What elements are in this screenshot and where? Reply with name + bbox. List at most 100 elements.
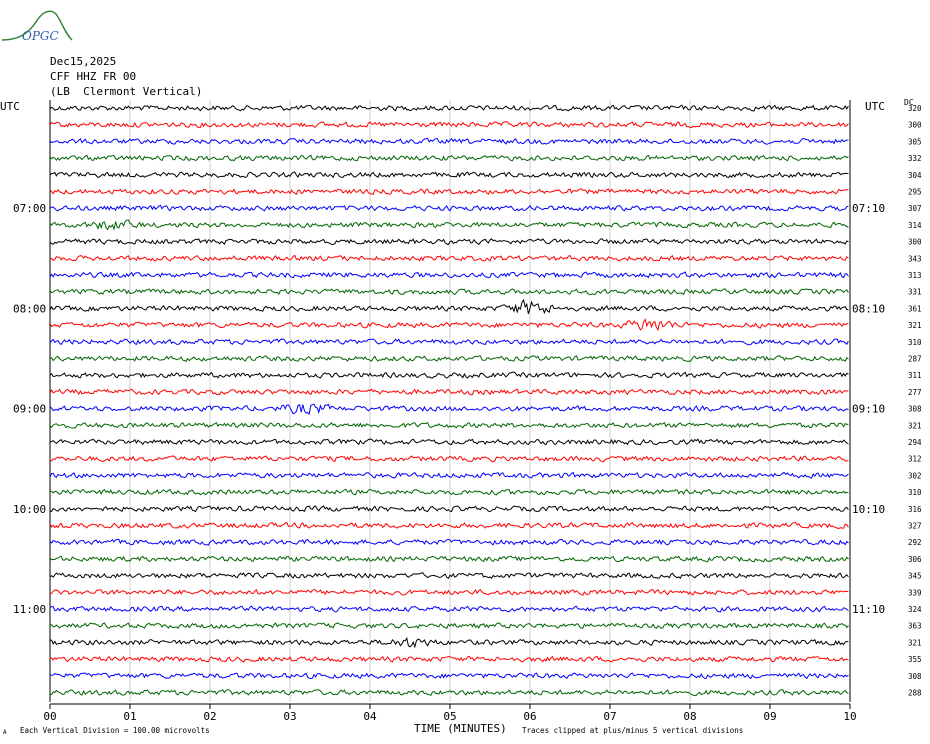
dc-offset-label: 327 [908,522,922,531]
dc-offset-label: 300 [908,238,922,247]
dc-offset-label: 332 [908,154,922,163]
x-tick-label: 05 [443,710,456,723]
x-axis-title: TIME (MINUTES) [414,722,507,735]
trace-row-1 [49,121,849,129]
hour-label-right: 09:10 [852,403,885,416]
hour-label-right: 08:10 [852,302,885,315]
corner-mark: A [3,729,7,736]
x-tick-label: 09 [763,710,776,723]
scale-note: Each Vertical Division = 100.00 microvol… [20,726,210,735]
x-tick-label: 01 [123,710,136,723]
dc-offset-label: 302 [908,471,922,480]
dc-offset-label: 304 [908,171,922,180]
x-tick-label: 07 [603,710,616,723]
dc-offset-label: 310 [908,338,922,347]
dc-offset-label: 312 [908,455,922,464]
trace-row-26 [49,538,849,546]
dc-offset-label: 345 [908,572,922,581]
dc-offset-label: 311 [908,371,922,380]
dc-offset-label: 331 [908,288,922,297]
dc-offset-label: 307 [908,204,922,213]
dc-offset-label: 321 [908,321,922,330]
dc-offset-label: 343 [908,254,922,263]
x-tick-label: 02 [203,710,216,723]
date-label: Dec15,2025 [50,55,117,68]
dc-offset-label: 321 [908,638,922,647]
trace-row-6 [49,204,849,212]
hour-label-left: 11:00 [13,603,46,616]
trace-row-34 [49,672,849,680]
dc-offset-label: 314 [908,221,922,230]
trace-row-18 [49,403,849,415]
x-tick-label: 04 [363,710,377,723]
dc-offset-label: 313 [908,271,922,280]
trace-row-16 [49,371,849,379]
trace-row-25 [49,521,849,530]
dc-offset-label: 308 [908,672,922,681]
trace-row-20 [49,438,849,446]
trace-row-32 [49,637,849,649]
dc-offset-label: 355 [908,655,922,664]
dc-offset-label: 287 [908,355,922,364]
hour-label-left: 07:00 [13,202,46,215]
trace-row-7 [49,219,849,231]
dc-offset-label: 295 [908,188,922,197]
trace-row-14 [49,338,849,346]
trace-row-4 [49,171,849,179]
logo-mountain [1,10,73,41]
dc-offset-label: 316 [908,505,922,514]
hour-label-left: 10:00 [13,503,46,516]
dc-offset-label: 324 [908,605,922,614]
trace-row-21 [49,455,849,463]
x-tick-label: 10 [843,710,856,723]
trace-row-5 [49,188,849,195]
dc-offset-label: 363 [908,622,922,631]
grid-lines [49,100,851,705]
trace-row-8 [49,238,849,246]
trace-row-23 [49,488,849,496]
hour-label-right: 07:10 [852,202,885,215]
trace-row-17 [49,388,849,396]
trace-row-33 [49,655,849,663]
dc-offset-label: 320 [908,104,922,113]
dc-offset-label: 321 [908,421,922,430]
dc-offset-label: 306 [908,555,922,564]
dc-offset-label: 361 [908,304,922,313]
hour-label-left: 08:00 [13,302,46,315]
trace-row-22 [49,471,849,479]
trace-row-35 [49,689,849,697]
x-tick-label: 06 [523,710,536,723]
x-tick-label: 03 [283,710,296,723]
trace-row-31 [49,622,849,630]
station-label: CFF HHZ FR 00 [50,70,137,83]
dc-offset-label: 277 [908,388,922,397]
trace-row-29 [49,588,849,596]
trace-row-27 [49,555,849,563]
trace-row-12 [49,298,849,315]
trace-row-9 [49,254,849,262]
dc-offset-label: 288 [908,689,922,698]
trace-row-15 [49,355,849,363]
logo-text: OPGC [22,29,59,43]
dc-offset-label: 294 [908,438,922,447]
trace-row-2 [49,137,849,145]
dc-offset-label: 310 [908,488,922,497]
trace-row-19 [49,421,849,429]
x-tick-label: 08 [683,710,696,723]
hour-label-left: 09:00 [13,403,46,416]
utc-right-label: UTC [865,100,885,113]
trace-row-10 [49,271,849,279]
dc-label: DC [904,98,914,107]
hour-label-right: 10:10 [852,503,885,516]
dc-offset-label: 300 [908,121,922,130]
dc-offset-label: 305 [908,137,922,146]
dc-offset-label: 339 [908,588,922,597]
trace-row-28 [49,572,849,580]
traces [49,104,849,697]
trace-row-0 [49,104,849,112]
trace-row-30 [49,605,849,613]
trace-row-11 [49,288,849,296]
opgc-logo: OPGC [1,10,73,43]
x-tick-label: 00 [43,710,56,723]
